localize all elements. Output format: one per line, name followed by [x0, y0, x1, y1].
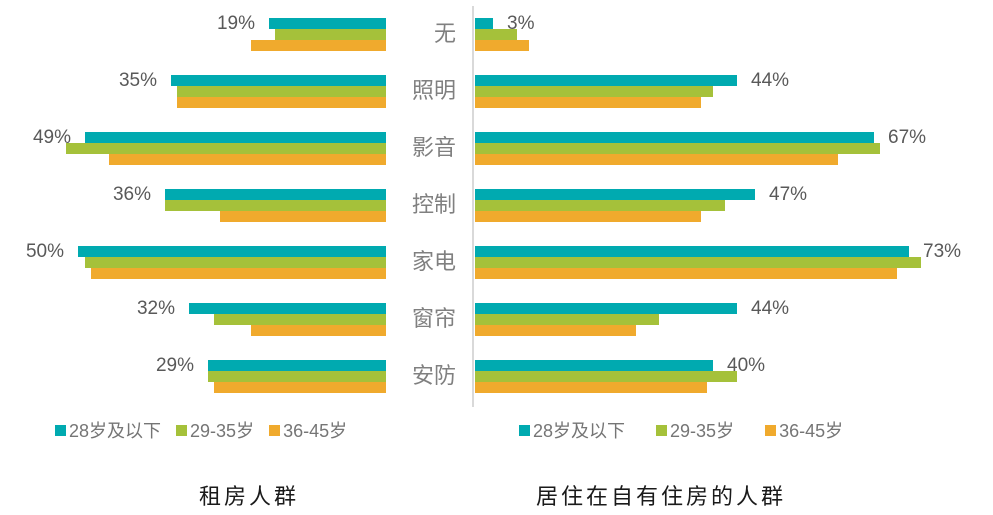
- bar-left-row1-series0: [171, 75, 386, 86]
- legend-item-age-29-35: 29-35岁: [656, 417, 734, 443]
- data-label: 19%: [216, 13, 255, 34]
- legend-label: 28岁及以下: [69, 421, 162, 441]
- bar-right-row2-series1: [475, 143, 880, 154]
- bar-left-row3-series1: [165, 200, 386, 211]
- legend-item-age-29-35: 29-35岁: [176, 417, 254, 443]
- bar-left-row6-series1: [208, 371, 386, 382]
- data-label: 44%: [751, 298, 790, 319]
- bar-right-row0-series2: [475, 40, 529, 51]
- legend-swatch-teal-icon: [55, 424, 66, 436]
- bar-left-row6-series2: [214, 382, 386, 393]
- legend-swatch-orange-icon: [765, 424, 777, 436]
- bar-right-row1-series2: [475, 97, 701, 108]
- bar-right-row5-series0: [475, 303, 737, 314]
- data-label: 44%: [751, 70, 790, 91]
- bar-right-row5-series2: [475, 325, 636, 336]
- data-label: 29%: [155, 355, 194, 376]
- bar-left-row4-series2: [91, 268, 386, 279]
- bar-left-row2-series0: [85, 132, 386, 143]
- data-label: 35%: [118, 70, 157, 91]
- bar-right-row5-series1: [475, 314, 659, 325]
- bar-right-row3-series2: [475, 211, 701, 222]
- legend-right: 28岁及以下 29-35岁 36-45岁: [519, 419, 843, 441]
- bar-left-row3-series2: [220, 211, 386, 222]
- bar-right-row4-series2: [475, 268, 897, 279]
- bar-right-row1-series0: [475, 75, 737, 86]
- bar-right-row0-series1: [475, 29, 517, 40]
- bar-left-row5-series2: [251, 325, 386, 336]
- bar-left-row1-series1: [177, 86, 386, 97]
- bar-right-row3-series0: [475, 189, 755, 200]
- bar-right-row1-series1: [475, 86, 713, 97]
- data-label: 36%: [112, 184, 151, 205]
- legend-item-age-36-45: 36-45岁: [765, 417, 843, 443]
- bar-left-row4-series1: [85, 257, 386, 268]
- divider-line: [472, 6, 474, 407]
- left-chart-title: 租房人群: [198, 484, 299, 509]
- bar-right-row0-series0: [475, 18, 493, 29]
- bar-left-row6-series0: [208, 360, 386, 371]
- legend-left: 28岁及以下 29-35岁 36-45岁: [55, 419, 347, 441]
- category-label: 照明: [411, 78, 456, 103]
- bar-left-row0-series2: [251, 40, 386, 51]
- bar-left-row1-series2: [177, 97, 386, 108]
- bar-right-row4-series1: [475, 257, 921, 268]
- data-label: 40%: [727, 355, 766, 376]
- right-chart-title: 居住在自有住房的人群: [535, 484, 786, 509]
- legend-swatch-green-icon: [656, 424, 668, 436]
- legend-swatch-orange-icon: [269, 424, 281, 436]
- category-label: 影音: [411, 135, 456, 160]
- data-label: 32%: [136, 298, 175, 319]
- legend-label: 29-35岁: [190, 421, 255, 441]
- legend-item-age-28-under: 28岁及以下: [55, 417, 161, 443]
- legend-label: 29-35岁: [670, 421, 735, 441]
- bar-right-row2-series0: [475, 132, 874, 143]
- data-label: 49%: [32, 127, 71, 148]
- bar-right-row3-series1: [475, 200, 725, 211]
- bar-right-row6-series1: [475, 371, 737, 382]
- data-label: 73%: [923, 241, 962, 262]
- legend-label: 28岁及以下: [533, 421, 626, 441]
- data-label: 47%: [769, 184, 808, 205]
- legend-swatch-teal-icon: [519, 424, 530, 436]
- bar-left-row3-series0: [165, 189, 386, 200]
- data-label: 50%: [25, 241, 64, 262]
- bar-right-row2-series2: [475, 154, 838, 165]
- bar-left-row5-series0: [189, 303, 386, 314]
- bar-left-row2-series2: [109, 154, 386, 165]
- category-label: 安防: [411, 363, 456, 388]
- bar-right-row6-series0: [475, 360, 713, 371]
- bar-right-row4-series0: [475, 246, 909, 257]
- bar-left-row5-series1: [214, 314, 386, 325]
- category-label: 控制: [411, 192, 456, 217]
- legend-item-age-36-45: 36-45岁: [269, 417, 347, 443]
- bar-left-row2-series1: [66, 143, 386, 154]
- bar-right-row6-series2: [475, 382, 707, 393]
- category-label: 无: [433, 21, 456, 46]
- bar-left-row0-series0: [269, 18, 386, 29]
- legend-swatch-green-icon: [176, 424, 188, 436]
- bar-left-row0-series1: [275, 29, 386, 40]
- category-label: 家电: [411, 249, 456, 274]
- legend-item-age-28-under: 28岁及以下: [519, 417, 625, 443]
- data-label: 3%: [507, 13, 535, 34]
- category-label: 窗帘: [411, 306, 456, 331]
- legend-label: 36-45岁: [283, 421, 348, 441]
- bar-left-row4-series0: [78, 246, 386, 257]
- data-label: 67%: [888, 127, 927, 148]
- legend-label: 36-45岁: [779, 421, 844, 441]
